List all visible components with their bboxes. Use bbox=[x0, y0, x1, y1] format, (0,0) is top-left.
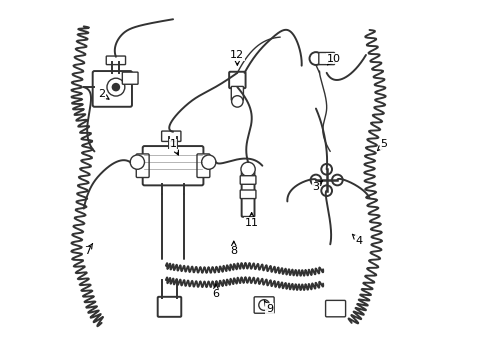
FancyBboxPatch shape bbox=[197, 154, 209, 177]
Text: 5: 5 bbox=[377, 139, 386, 150]
FancyBboxPatch shape bbox=[231, 86, 243, 100]
FancyBboxPatch shape bbox=[157, 297, 181, 317]
Text: 4: 4 bbox=[352, 234, 362, 246]
Circle shape bbox=[321, 185, 331, 196]
FancyBboxPatch shape bbox=[241, 172, 254, 217]
Circle shape bbox=[258, 300, 269, 310]
FancyBboxPatch shape bbox=[93, 71, 132, 107]
Text: 10: 10 bbox=[326, 54, 340, 65]
Circle shape bbox=[331, 175, 342, 185]
Circle shape bbox=[310, 175, 321, 185]
FancyBboxPatch shape bbox=[229, 72, 245, 88]
Circle shape bbox=[309, 52, 322, 65]
Text: 11: 11 bbox=[244, 213, 258, 228]
FancyBboxPatch shape bbox=[162, 131, 181, 141]
FancyBboxPatch shape bbox=[240, 190, 255, 199]
Circle shape bbox=[201, 155, 216, 169]
Text: 7: 7 bbox=[83, 243, 92, 256]
FancyBboxPatch shape bbox=[122, 72, 138, 84]
Text: 8: 8 bbox=[230, 241, 237, 256]
FancyBboxPatch shape bbox=[318, 53, 334, 64]
Text: 2: 2 bbox=[98, 89, 109, 99]
FancyBboxPatch shape bbox=[142, 146, 203, 185]
FancyBboxPatch shape bbox=[240, 176, 255, 184]
FancyBboxPatch shape bbox=[106, 56, 125, 64]
Text: 3: 3 bbox=[312, 181, 322, 192]
Circle shape bbox=[112, 84, 119, 91]
FancyBboxPatch shape bbox=[325, 300, 345, 317]
Text: 9: 9 bbox=[264, 301, 272, 314]
Circle shape bbox=[107, 78, 124, 96]
FancyBboxPatch shape bbox=[254, 297, 274, 313]
Circle shape bbox=[130, 155, 144, 169]
FancyBboxPatch shape bbox=[136, 154, 149, 177]
Text: 6: 6 bbox=[212, 284, 219, 299]
Circle shape bbox=[321, 164, 331, 175]
Circle shape bbox=[231, 96, 243, 107]
Text: 12: 12 bbox=[230, 50, 244, 65]
Circle shape bbox=[241, 162, 255, 176]
Text: 1: 1 bbox=[169, 139, 178, 155]
